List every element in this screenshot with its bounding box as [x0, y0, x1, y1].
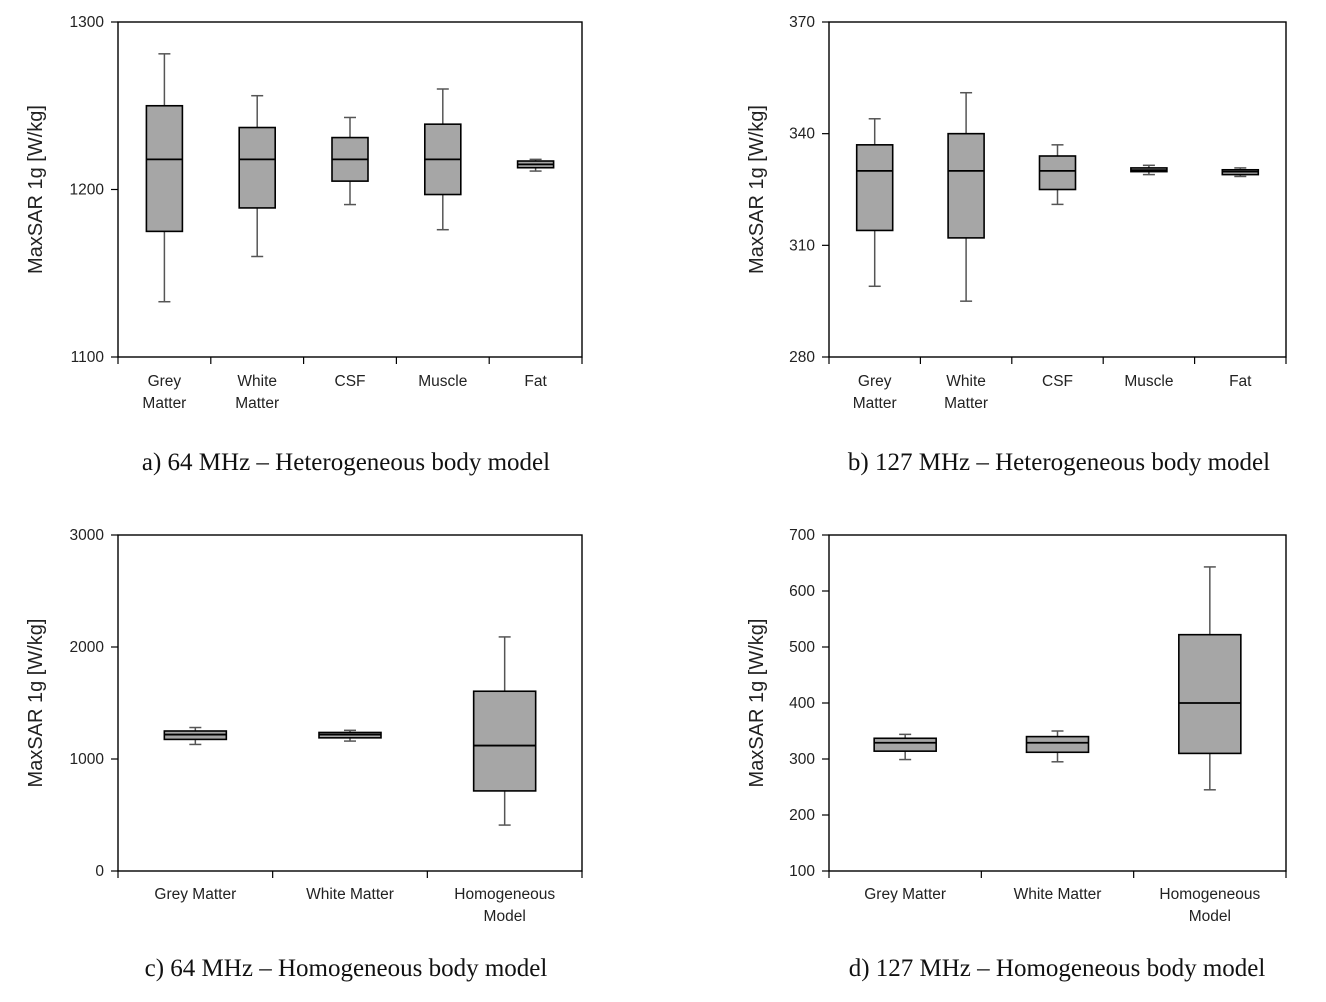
y-tick-label: 1200 — [70, 182, 105, 199]
box-plot-1 — [1025, 730, 1090, 763]
box-plot-2 — [472, 636, 537, 826]
iqr-box — [1025, 735, 1090, 754]
x-category-label: White — [946, 373, 986, 390]
panel-caption: b) 127 MHz – Heterogeneous body model — [848, 449, 1270, 476]
y-tick-label: 100 — [789, 863, 815, 880]
x-category-label: Model — [484, 908, 526, 925]
x-category-label: Grey — [858, 373, 892, 390]
panel-caption: c) 64 MHz – Homogeneous body model — [145, 955, 548, 982]
panel-caption: d) 127 MHz – Homogeneous body model — [849, 955, 1266, 982]
box-plot-2 — [331, 116, 369, 206]
y-axis-label: MaxSAR 1g [W/kg] — [746, 619, 768, 788]
y-tick-label: 1000 — [70, 751, 105, 768]
x-category-label: Grey — [148, 373, 182, 390]
x-category-label: Muscle — [1124, 373, 1173, 390]
x-category-label: Model — [1189, 908, 1231, 925]
iqr-box — [873, 737, 937, 752]
panel-caption: a) 64 MHz – Heterogeneous body model — [142, 449, 550, 476]
box-plot-4 — [1221, 167, 1260, 178]
chart-panel-1: 280 310 340 370 MaxSAR 1g [W/kg] Grey Matter Wh… — [746, 14, 1287, 476]
y-tick-label: 3000 — [70, 527, 105, 544]
y-tick-label: 300 — [789, 751, 815, 768]
iqr-box — [855, 144, 894, 232]
y-tick-label: 370 — [789, 14, 815, 31]
y-tick-label: 280 — [789, 349, 815, 366]
box-plot-2 — [1038, 144, 1077, 206]
x-category-label: CSF — [335, 373, 366, 390]
y-tick-label: 1100 — [71, 349, 105, 366]
x-category-label: Homogeneous — [1159, 886, 1260, 903]
x-category-label: Fat — [524, 373, 547, 390]
y-tick-label: 310 — [789, 237, 815, 254]
box-plot-4 — [516, 158, 555, 172]
y-axis-label: MaxSAR 1g [W/kg] — [25, 619, 47, 788]
y-axis-label: MaxSAR 1g [W/kg] — [746, 105, 768, 274]
x-category-label: Grey Matter — [864, 886, 946, 903]
y-tick-label: 1300 — [70, 14, 105, 31]
x-category-label: Matter — [235, 395, 279, 412]
y-tick-label: 500 — [789, 639, 815, 656]
plot-area-frame — [828, 21, 1287, 358]
y-tick-label: 600 — [789, 583, 815, 600]
x-category-label: Homogeneous — [454, 886, 555, 903]
y-tick-label: 2000 — [70, 639, 105, 656]
chart-panel-2: 0 1000 2000 3000 MaxSAR 1g [W/kg] Grey Matter… — [25, 527, 583, 982]
y-tick-label: 340 — [789, 126, 815, 143]
x-category-label: Grey Matter — [154, 886, 236, 903]
box-plot-0 — [145, 53, 184, 303]
y-tick-label: 700 — [789, 527, 815, 544]
y-tick-label: 0 — [95, 863, 104, 880]
x-category-label: Matter — [142, 395, 186, 412]
iqr-box — [947, 132, 985, 239]
chart-panel-0: 1100 1200 1300 MaxSAR 1g [W/kg] Grey Matter Wh… — [25, 14, 583, 476]
y-axis-label: MaxSAR 1g [W/kg] — [25, 105, 47, 274]
box-plot-1 — [318, 729, 382, 742]
x-category-label: Matter — [853, 395, 897, 412]
iqr-box — [472, 690, 537, 792]
x-category-label: White Matter — [306, 886, 394, 903]
box-plot-3 — [423, 88, 462, 231]
box-plot-1 — [238, 94, 276, 258]
box-plot-3 — [1130, 164, 1168, 176]
plot-area-frame — [117, 534, 583, 872]
box-plot-1 — [947, 91, 985, 302]
box-plot-0 — [873, 733, 937, 761]
x-category-label: CSF — [1042, 373, 1073, 390]
y-tick-label: 200 — [789, 807, 815, 824]
iqr-box — [1038, 155, 1077, 191]
box-plot-2 — [1178, 566, 1242, 791]
box-plot-0 — [855, 118, 894, 288]
chart-panel-3: 100 200 300 400 500 600 700 MaxSAR 1g [W/kg] Gre… — [746, 527, 1287, 982]
box-plot-0 — [163, 726, 228, 746]
iqr-box — [1178, 633, 1242, 755]
iqr-box — [238, 126, 276, 209]
x-category-label: White — [237, 373, 277, 390]
x-category-label: Matter — [944, 395, 988, 412]
x-category-label: Muscle — [418, 373, 467, 390]
x-category-label: White Matter — [1014, 886, 1102, 903]
iqr-box — [145, 104, 184, 233]
y-tick-label: 400 — [789, 695, 815, 712]
x-category-label: Fat — [1229, 373, 1252, 390]
